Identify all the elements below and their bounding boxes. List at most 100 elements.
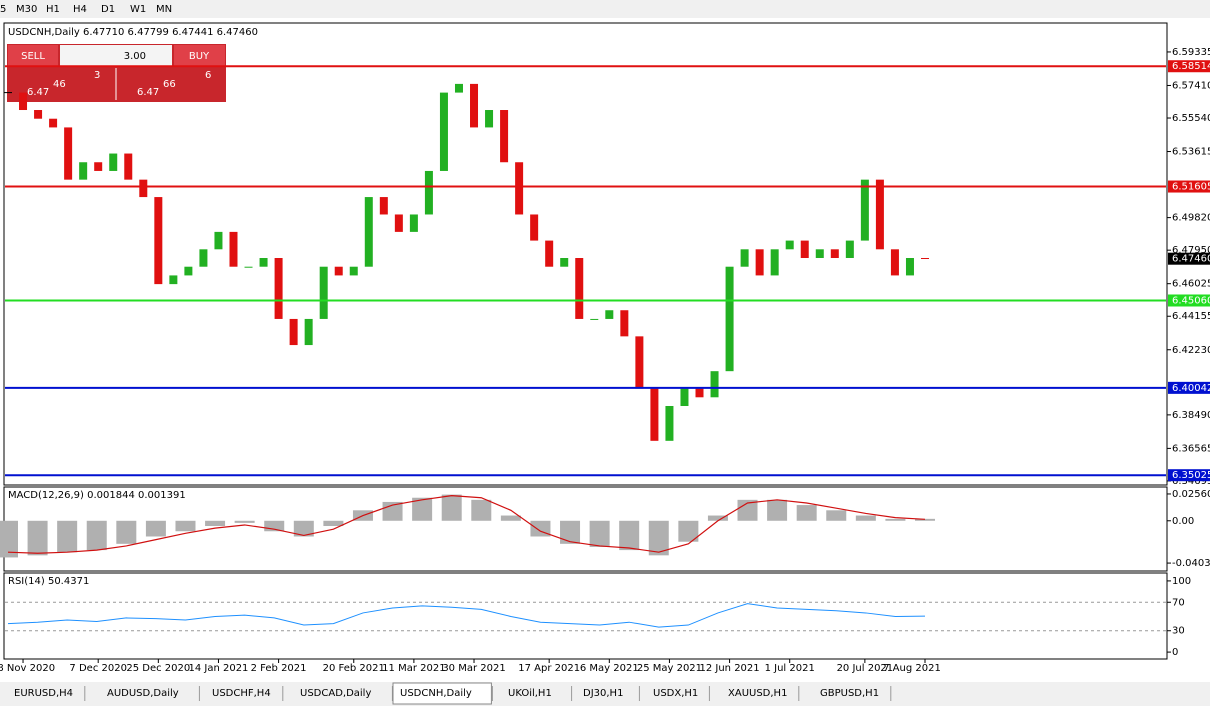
tab[interactable]: USDCHF,H4 [212,688,271,699]
candle [244,266,253,268]
candle [695,388,704,398]
macd-bar [885,518,906,521]
x-tick-label: 25 May 2021 [637,663,702,674]
tab[interactable]: DJ30,H1 [583,688,623,699]
level-label: 6.58514 [1172,61,1210,72]
buy-label: BUY [189,51,210,62]
candle [334,266,343,276]
candle [64,127,73,180]
y-tick-label: 6.38490 [1172,410,1210,421]
candle [740,249,749,267]
level-label-bg [1168,60,1210,73]
candle [755,249,764,276]
x-tick-label: 25 Dec 2020 [126,663,190,674]
macd-bar [589,520,610,547]
symbol-info: USDCNH,Daily 6.47710 6.47799 6.47441 6.4… [8,27,258,38]
x-tick-label: 11 Mar 2021 [382,663,445,674]
macd-bar [0,520,18,558]
timeframe-button[interactable]: 5 [0,4,6,15]
level-label: 6.35025 [1172,470,1210,481]
tab[interactable]: XAUUSD,H1 [728,688,787,699]
x-tick-label: 12 Jun 2021 [699,663,759,674]
x-tick-label: 18 Nov 2020 [0,663,55,674]
timeframe-button[interactable]: W1 [130,4,146,15]
sell-prefix: 6.47 [27,87,49,98]
y-tick-label: 100 [1172,576,1191,587]
candle [650,388,659,441]
macd-bar [293,520,314,537]
tab[interactable]: USDCAD,Daily [300,688,371,699]
macd-bar [915,518,935,521]
buy-button[interactable] [174,45,225,66]
level-label: 6.40042 [1172,383,1210,394]
macd-bar [323,520,344,527]
y-tick-label: 6.55540 [1172,113,1210,124]
candle [424,170,433,215]
y-tick-label: 6.57410 [1172,80,1210,91]
candle [890,249,899,276]
timeframe-button[interactable]: M30 [16,4,37,15]
timeframe-button[interactable]: D1 [101,4,115,15]
x-tick-label: 20 Jul 2021 [837,663,894,674]
tab[interactable]: AUDUSD,Daily [107,688,179,699]
timeframe-button[interactable]: H1 [46,4,60,15]
pane-title: MACD(12,26,9) 0.001844 0.001391 [8,490,186,501]
timeframe-button[interactable]: MN [156,4,172,15]
macd-bar [560,520,581,544]
volume-box[interactable] [60,45,172,66]
tab[interactable]: UKOil,H1 [508,688,552,699]
volume: 3.00 [124,51,146,62]
buy-big: 66 [163,79,176,90]
candle [770,249,779,276]
y-tick-label: 30 [1172,626,1185,637]
macd-bar [619,520,640,551]
candle [439,92,448,171]
candle [905,258,914,276]
candle [349,266,358,276]
tab[interactable]: GBPUSD,H1 [820,688,879,699]
macd-bar [678,520,699,542]
candle [921,258,929,260]
candle [199,249,208,267]
y-tick-label: 6.47950 [1172,245,1210,256]
y-tick-label: 0.00 [1172,516,1194,527]
macd-bar [707,515,728,521]
candle [620,310,629,337]
sell-button[interactable] [8,45,58,66]
candle [154,197,163,285]
candle [259,258,268,267]
candle [49,118,58,128]
macd-bar [86,520,107,551]
tab[interactable]: USDCNH,Daily [400,688,472,699]
macd-bar [57,520,78,553]
candle [364,197,373,267]
timeframe-button[interactable]: H4 [73,4,87,15]
candle [184,266,193,276]
buy-pip: 6 [205,70,211,81]
sell-label: SELL [21,51,45,62]
candle [139,179,148,198]
candle [274,258,283,319]
tab[interactable]: USDX,H1 [653,688,698,699]
buy-prefix: 6.47 [137,87,159,98]
macd-pane [3,486,1168,572]
macd-bar [826,510,847,521]
candle [860,179,869,241]
macd-bar [27,520,48,556]
candle [409,214,418,232]
candle [19,92,28,111]
current-price-bg [1168,252,1210,265]
macd-bar [500,515,521,521]
candle [830,249,839,259]
macd-bar [737,499,758,521]
macd-bar [441,494,462,521]
candle [169,275,178,285]
rsi-pane [3,572,1168,660]
candle [635,336,644,389]
tab[interactable]: EURUSD,H4 [14,688,73,699]
toolbar [0,0,1210,18]
candle [34,110,43,119]
macd-bar [175,520,196,532]
y-tick-label: 6.34695 [1172,476,1210,487]
